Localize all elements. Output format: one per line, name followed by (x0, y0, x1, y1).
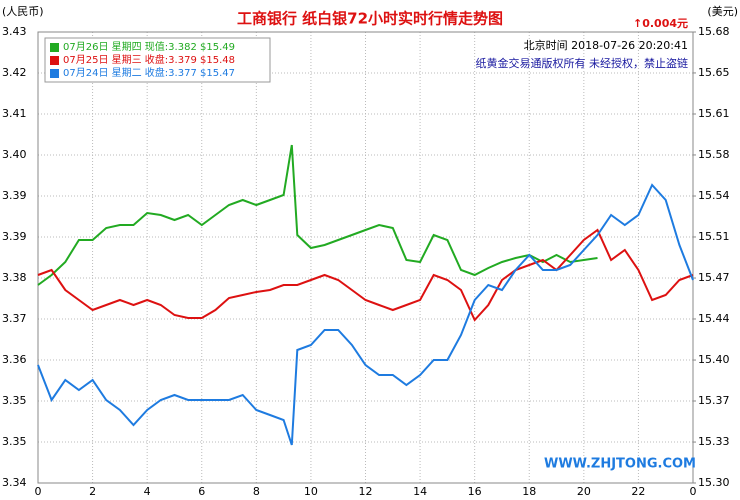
y-tick-label: 3.43 (2, 25, 27, 38)
y2-tick-label: 15.54 (698, 189, 730, 202)
y-label: (人民币) (2, 5, 44, 18)
line (37, 228, 694, 322)
legend-label: 07月24日 星期二 收盘:3.377 $15.47 (63, 66, 235, 79)
y2-tick-label: 15.68 (698, 25, 730, 38)
y2-tick-label: 15.51 (698, 230, 730, 243)
x-tick-label: 20 (577, 485, 591, 498)
y-tick-label: 3.35 (2, 394, 27, 407)
y2-tick-label: 15.44 (698, 312, 730, 325)
legend-swatch (50, 69, 59, 78)
y-tick-label: 3.40 (2, 148, 27, 161)
y-tick-label: 3.42 (2, 66, 27, 79)
legend-label: 07月26日 星期四 现值:3.382 $15.49 (63, 40, 235, 53)
y-tick-label: 3.39 (2, 230, 27, 243)
chart-title: 工商银行 纸白银72小时实时行情走势图 (237, 10, 503, 28)
legend-box (44, 37, 271, 83)
y-tick-label: 3.36 (2, 353, 27, 366)
y-tick-label: 3.37 (2, 312, 27, 325)
y2-tick-label: 15.47 (698, 271, 730, 284)
x-tick-label: 8 (253, 485, 260, 498)
x-tick-label: 12 (359, 485, 373, 498)
time-text: 北京时间 2018-07-26 20:20:41 (524, 38, 688, 52)
x-tick-label: 0 (690, 485, 697, 498)
legend-swatch (50, 43, 59, 52)
change: ↑0.004元 (633, 17, 688, 30)
plot-frame (37, 31, 694, 484)
y-tick-label: 3.34 (2, 476, 27, 489)
x-tick-label: 22 (631, 485, 645, 498)
x-tick-label: 16 (468, 485, 482, 498)
x-tick-label: 18 (522, 485, 536, 498)
x-tick-label: 6 (198, 485, 205, 498)
y2-tick-label: 15.58 (698, 148, 730, 161)
y2-label: (美元) (707, 5, 738, 18)
y2-tick-label: 15.65 (698, 66, 730, 79)
legend-label: 07月25日 星期三 收盘:3.379 $15.48 (63, 53, 235, 66)
x-tick-label: 2 (89, 485, 96, 498)
legend-swatch (50, 56, 59, 65)
y-tick-label: 3.35 (2, 435, 27, 448)
line (37, 144, 598, 286)
y2-tick-label: 15.33 (698, 435, 730, 448)
y-tick-label: 3.38 (2, 271, 27, 284)
x-tick-label: 14 (413, 485, 427, 498)
y2-tick-label: 15.30 (698, 476, 730, 489)
grid (37, 31, 694, 484)
x-tick-label: 0 (35, 485, 42, 498)
line (37, 183, 694, 446)
y2-tick-label: 15.37 (698, 394, 730, 407)
y2-tick-label: 15.61 (698, 107, 730, 120)
x-tick-label: 10 (304, 485, 318, 498)
y2-tick-label: 15.40 (698, 353, 730, 366)
watermark: WWW.ZHJTONG.COM (544, 457, 696, 472)
y-tick-label: 3.41 (2, 107, 27, 120)
y-tick-label: 3.39 (2, 189, 27, 202)
copyright: 纸黄金交易通版权所有 未经授权，禁止盗链 (476, 56, 689, 70)
x-tick-label: 4 (144, 485, 151, 498)
